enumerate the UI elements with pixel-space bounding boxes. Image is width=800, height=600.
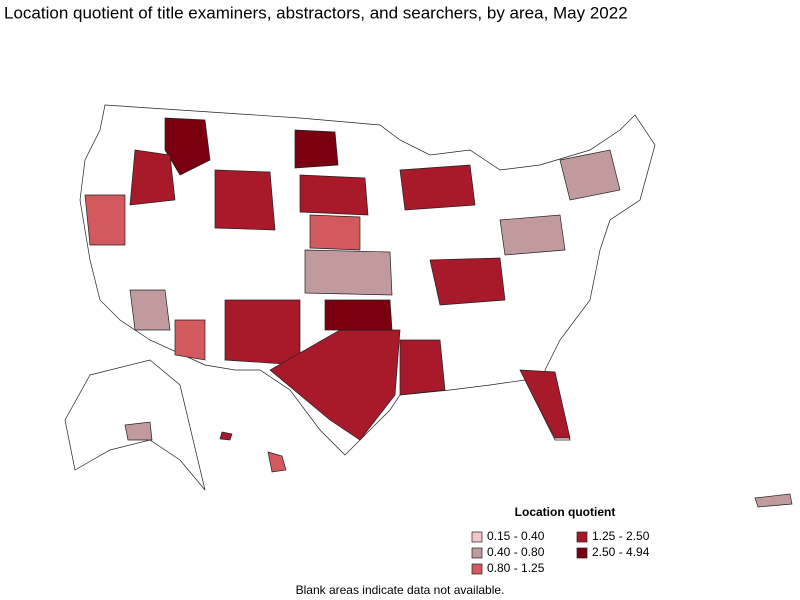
region — [519, 369, 571, 439]
region — [304, 249, 393, 296]
legend-label: 0.15 - 0.40 — [487, 529, 545, 543]
region — [214, 169, 276, 231]
legend: 0.15 - 0.40 0.40 - 0.80 0.80 - 1.25 1.25 - … — [471, 529, 650, 575]
region — [429, 257, 506, 306]
hawaii — [267, 451, 287, 473]
legend-label: 0.80 - 1.25 — [487, 561, 545, 575]
region — [174, 319, 206, 361]
hawaii — [219, 431, 233, 441]
map-title: Location quotient of title examiners, ab… — [4, 3, 628, 22]
region — [124, 421, 153, 441]
region — [84, 194, 126, 246]
footnote: Blank areas indicate data not available. — [296, 583, 505, 597]
legend-swatch — [471, 531, 483, 543]
legend-label: 0.40 - 0.80 — [487, 545, 545, 559]
region — [309, 214, 361, 251]
region — [324, 299, 393, 331]
region — [224, 299, 301, 366]
legend-title: Location quotient — [515, 505, 616, 519]
region — [399, 164, 476, 211]
region — [129, 289, 171, 331]
region — [299, 174, 369, 216]
puerto-rico — [754, 493, 793, 508]
legend-swatch — [471, 547, 483, 559]
region — [559, 149, 621, 201]
region — [294, 129, 339, 169]
region — [164, 117, 211, 176]
legend-label: 2.50 - 4.94 — [592, 545, 650, 559]
us-map — [64, 104, 793, 508]
region — [399, 339, 446, 396]
legend-swatch — [576, 547, 588, 559]
legend-swatch — [471, 563, 483, 575]
legend-label: 1.25 - 2.50 — [592, 529, 650, 543]
region — [129, 149, 176, 206]
region — [499, 214, 566, 256]
legend-swatch — [576, 531, 588, 543]
